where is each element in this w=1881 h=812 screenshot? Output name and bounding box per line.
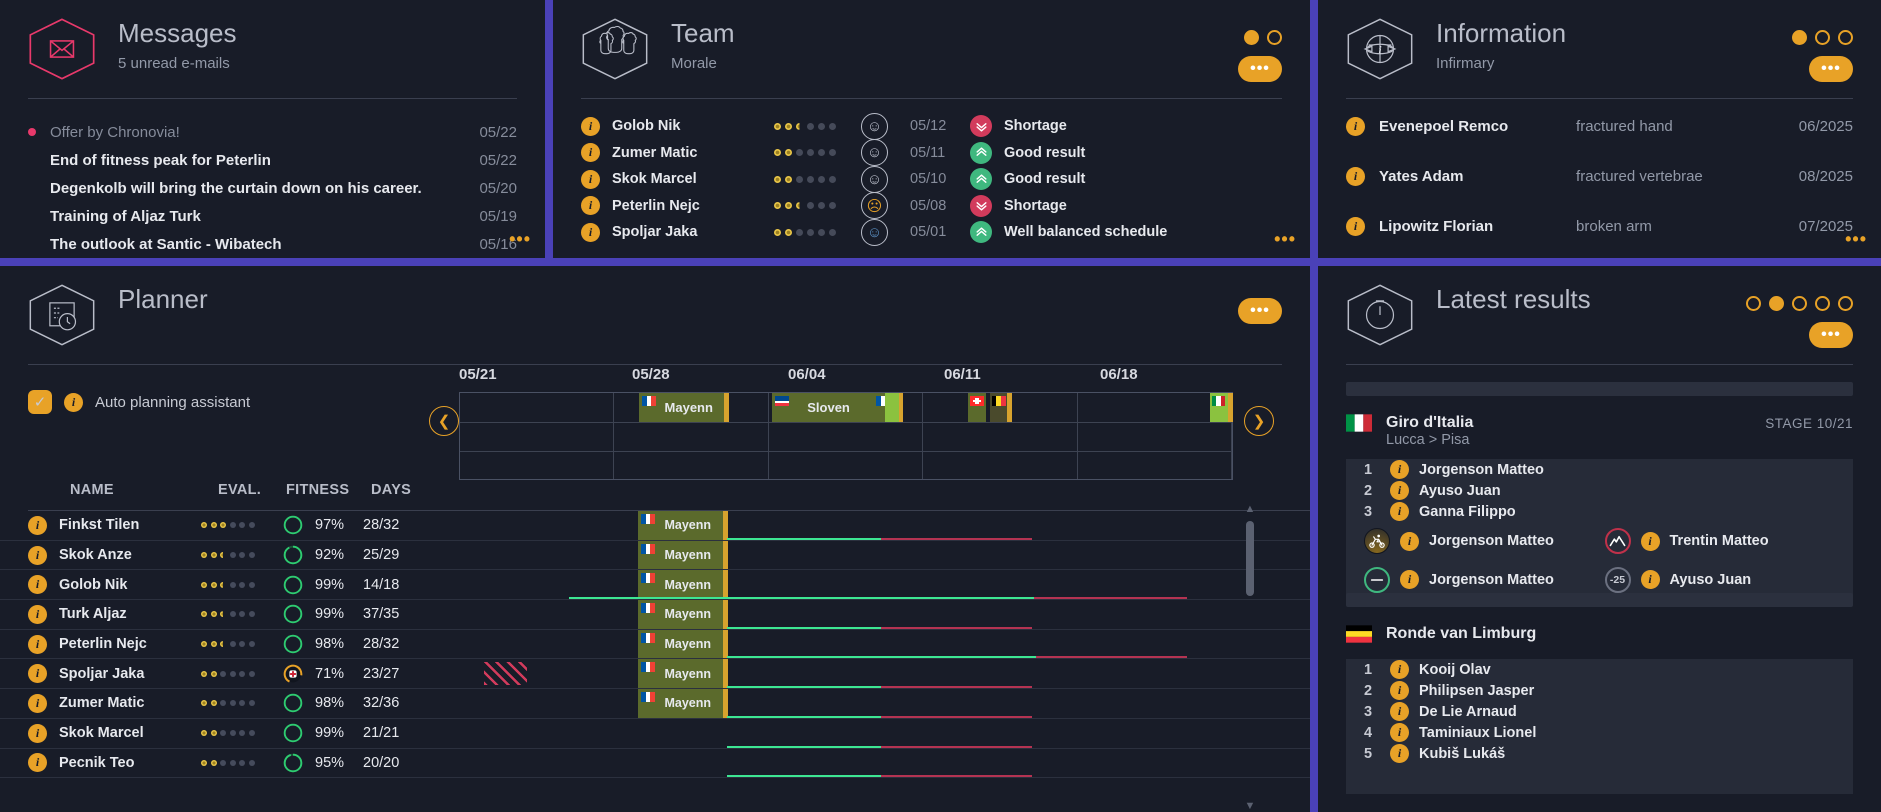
svg-text:i: i bbox=[1379, 46, 1382, 57]
